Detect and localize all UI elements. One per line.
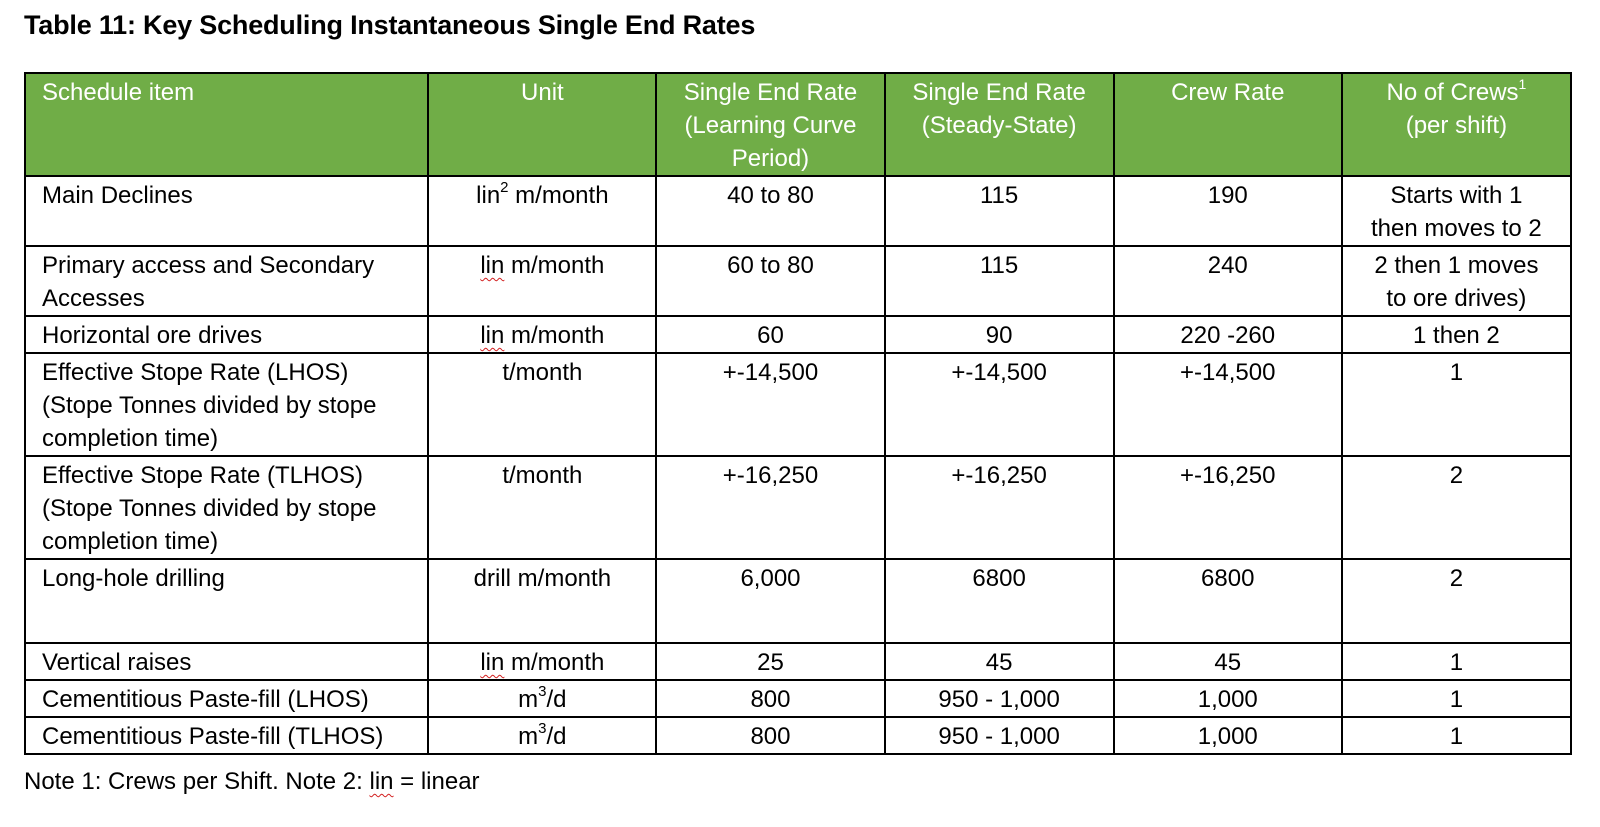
cell-crew-rate: +-16,250 xyxy=(1112,455,1343,560)
cell-learning-rate: 25 xyxy=(655,642,886,681)
cell-steady-rate: 115 xyxy=(883,175,1115,247)
table-row: Long-hole drilling drill m/month 6,000 6… xyxy=(23,558,1573,644)
cell-unit: lin m/month xyxy=(427,315,658,354)
cell-steady-rate: 6800 xyxy=(883,558,1115,644)
header-unit: Unit xyxy=(427,72,658,177)
cell-steady-rate: 950 - 1,000 xyxy=(883,679,1115,718)
table-row: Primary access and Secondary Accesses lin… xyxy=(23,245,1573,317)
cell-steady-rate: 115 xyxy=(883,245,1115,317)
header-learning-curve-rate: Single End Rate (Learning Curve Period) xyxy=(655,72,886,177)
header-no-of-crews: No of Crews1 (per shift) xyxy=(1340,72,1573,177)
cell-schedule-item: Cementitious Paste-fill (TLHOS) xyxy=(23,716,430,755)
cell-unit: t/month xyxy=(427,455,658,560)
cell-no-of-crews: 1 xyxy=(1340,352,1573,457)
cell-learning-rate: +-14,500 xyxy=(655,352,886,457)
cell-no-of-crews: 1 xyxy=(1340,716,1573,755)
cell-learning-rate: 800 xyxy=(655,716,886,755)
cell-schedule-item: Horizontal ore drives xyxy=(23,315,430,354)
cell-crew-rate: +-14,500 xyxy=(1112,352,1343,457)
cell-steady-rate: 90 xyxy=(883,315,1115,354)
cell-learning-rate: +-16,250 xyxy=(655,455,886,560)
cell-no-of-crews: 2 xyxy=(1340,455,1573,560)
header-crew-rate: Crew Rate xyxy=(1112,72,1343,177)
header-row: Schedule item Unit Single End Rate (Learn… xyxy=(23,72,1573,177)
table-body: Main Declines lin2 m/month 40 to 80 115 … xyxy=(23,175,1573,755)
cell-steady-rate: 950 - 1,000 xyxy=(883,716,1115,755)
cell-unit: lin m/month xyxy=(427,245,658,317)
cell-no-of-crews: 1 xyxy=(1340,679,1573,718)
cell-unit: lin m/month xyxy=(427,642,658,681)
cell-crew-rate: 1,000 xyxy=(1112,679,1343,718)
cell-no-of-crews: 1 xyxy=(1340,642,1573,681)
cell-steady-rate: +-16,250 xyxy=(883,455,1115,560)
scheduling-rates-table: Schedule item Unit Single End Rate (Learn… xyxy=(23,72,1573,755)
table-note: Note 1: Crews per Shift. Note 2: lin = l… xyxy=(24,768,480,795)
cell-schedule-item: Effective Stope Rate (LHOS) (Stope Tonnes… xyxy=(23,352,430,457)
cell-no-of-crews: 2 xyxy=(1340,558,1573,644)
cell-steady-rate: 45 xyxy=(883,642,1115,681)
table-row: Horizontal ore drives lin m/month 60 90 … xyxy=(23,315,1573,354)
cell-crew-rate: 6800 xyxy=(1112,558,1343,644)
cell-no-of-crews: 2 then 1 moves to ore drives) xyxy=(1340,245,1573,317)
cell-crew-rate: 220 -260 xyxy=(1112,315,1343,354)
cell-crew-rate: 1,000 xyxy=(1112,716,1343,755)
cell-schedule-item: Long-hole drilling xyxy=(23,558,430,644)
cell-schedule-item: Primary access and Secondary Accesses xyxy=(23,245,430,317)
cell-unit: m3/d xyxy=(427,716,658,755)
cell-crew-rate: 45 xyxy=(1112,642,1343,681)
cell-unit: t/month xyxy=(427,352,658,457)
table-row: Main Declines lin2 m/month 40 to 80 115 … xyxy=(23,175,1573,247)
cell-learning-rate: 60 to 80 xyxy=(655,245,886,317)
cell-crew-rate: 190 xyxy=(1112,175,1343,247)
header-schedule-item: Schedule item xyxy=(23,72,430,177)
cell-learning-rate: 60 xyxy=(655,315,886,354)
header-steady-state-rate: Single End Rate (Steady-State) xyxy=(883,72,1115,177)
cell-crew-rate: 240 xyxy=(1112,245,1343,317)
cell-unit: lin2 m/month xyxy=(427,175,658,247)
table-row: Vertical raises lin m/month 25 45 45 1 xyxy=(23,642,1573,681)
table-header: Schedule item Unit Single End Rate (Learn… xyxy=(23,72,1573,177)
table-row: Cementitious Paste-fill (TLHOS) m3/d 800… xyxy=(23,716,1573,755)
cell-schedule-item: Effective Stope Rate (TLHOS) (Stope Tonne… xyxy=(23,455,430,560)
table-row: Effective Stope Rate (TLHOS) (Stope Tonne… xyxy=(23,455,1573,560)
table-row: Effective Stope Rate (LHOS) (Stope Tonnes… xyxy=(23,352,1573,457)
cell-learning-rate: 6,000 xyxy=(655,558,886,644)
cell-schedule-item: Cementitious Paste-fill (LHOS) xyxy=(23,679,430,718)
cell-schedule-item: Vertical raises xyxy=(23,642,430,681)
cell-learning-rate: 800 xyxy=(655,679,886,718)
cell-steady-rate: +-14,500 xyxy=(883,352,1115,457)
footnote-marker: 1 xyxy=(1518,76,1527,92)
table-caption: Table 11: Key Scheduling Instantaneous S… xyxy=(24,10,756,40)
cell-unit: drill m/month xyxy=(427,558,658,644)
cell-learning-rate: 40 to 80 xyxy=(655,175,886,247)
cell-schedule-item: Main Declines xyxy=(23,175,430,247)
cell-no-of-crews: 1 then 2 xyxy=(1340,315,1573,354)
cell-unit: m3/d xyxy=(427,679,658,718)
table-row: Cementitious Paste-fill (LHOS) m3/d 800 … xyxy=(23,679,1573,718)
cell-no-of-crews: Starts with 1 then moves to 2 xyxy=(1340,175,1573,247)
